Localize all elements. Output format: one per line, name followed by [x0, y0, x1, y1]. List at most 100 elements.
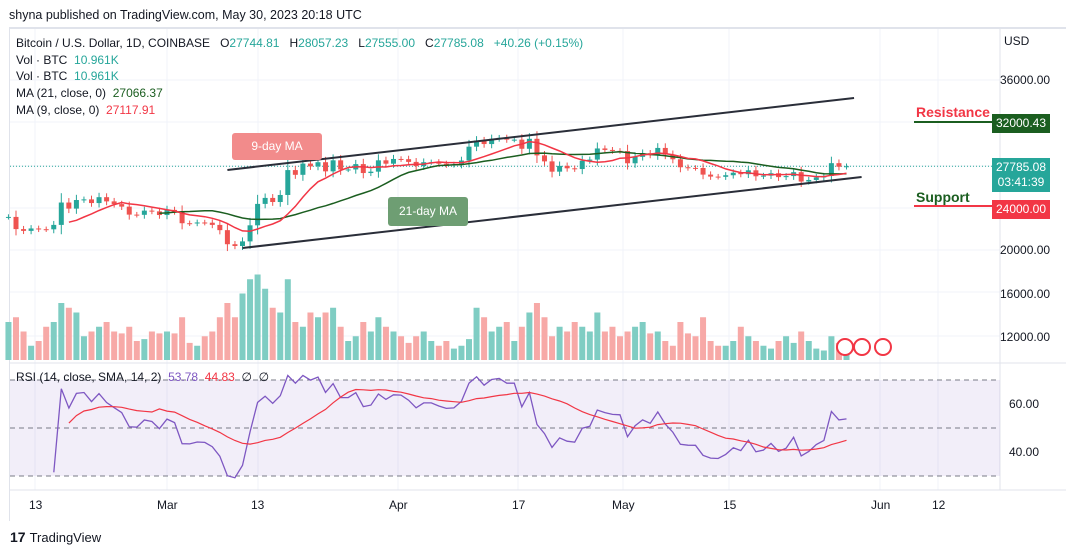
volume-bar	[609, 326, 616, 360]
support-price-tag: 24000.00	[992, 200, 1050, 219]
volume-bar	[745, 336, 752, 360]
volume-bar	[209, 331, 216, 360]
volume-bar	[760, 345, 767, 360]
candle	[194, 222, 200, 224]
candle	[247, 225, 253, 242]
volume-bar	[564, 331, 571, 360]
ma21-label: MA (21, close, 0)	[16, 86, 107, 101]
price-tick: 16000.00	[1000, 287, 1051, 301]
currency-label: USD	[1004, 34, 1030, 48]
change-value: +40.26 (+0.15%)	[493, 36, 584, 50]
high-value: 28057.23	[298, 36, 349, 50]
resistance-price-tag: 32000.43	[992, 114, 1050, 133]
volume-bar	[186, 342, 193, 360]
volume-bar	[775, 341, 782, 360]
volume-bar	[20, 331, 27, 360]
volume-bar	[715, 345, 722, 360]
rsi-line	[53, 374, 847, 479]
ma21-annotation: 21-day MA	[388, 197, 468, 226]
ma9-label: MA (9, close, 0)	[16, 102, 100, 117]
time-tick: 12	[932, 498, 946, 512]
candle	[526, 138, 532, 149]
volume-bar	[677, 322, 684, 360]
candle	[489, 138, 495, 145]
volume-bar	[518, 326, 525, 360]
candle	[557, 165, 563, 172]
candle	[36, 228, 42, 230]
rsi-band-value-2: ∅	[258, 370, 270, 384]
volume-bar	[216, 317, 223, 360]
volume-bar	[337, 326, 344, 360]
candle	[685, 167, 691, 169]
volume-bar	[58, 303, 65, 360]
candle	[323, 162, 329, 172]
time-tick: 15	[723, 498, 737, 512]
chart-frame	[9, 27, 1066, 521]
volume-bar	[692, 336, 699, 360]
volume-bar	[126, 326, 133, 360]
volume-bar	[601, 331, 608, 360]
candle	[255, 203, 261, 226]
volume-bar	[330, 307, 337, 360]
candle	[632, 156, 638, 164]
candle	[572, 168, 578, 170]
volume-bar	[141, 339, 148, 360]
rsi-band-value: ∅	[241, 370, 252, 384]
volume-bar	[315, 317, 321, 360]
rsi-sma-value: 44.83	[204, 370, 235, 384]
volume-bar	[247, 279, 254, 360]
candle	[549, 161, 555, 172]
volume-bar	[466, 339, 472, 360]
candle	[564, 165, 570, 169]
candle	[662, 147, 668, 155]
volume-bar	[586, 331, 593, 360]
volume-bar	[579, 326, 586, 360]
rsi-tick: 40.00	[1009, 445, 1040, 459]
candle	[126, 206, 132, 215]
candle	[240, 241, 245, 247]
candle	[149, 210, 155, 212]
rsi-sma-line	[68, 388, 847, 451]
volume-bar	[654, 331, 661, 360]
candle	[315, 162, 321, 167]
volume-bar	[367, 331, 374, 360]
candle	[104, 197, 110, 202]
close-label: C	[425, 36, 434, 50]
candle	[28, 228, 34, 231]
volume-bar	[722, 345, 729, 360]
candle	[828, 163, 834, 176]
candle	[73, 200, 79, 209]
open-value: 27744.81	[229, 36, 280, 50]
candle	[43, 229, 49, 231]
volume-bar	[352, 336, 359, 360]
volume-label: Vol · BTC	[16, 52, 68, 67]
volume-bar	[43, 326, 50, 360]
resistance-label: Resistance	[916, 104, 990, 120]
rsi-legend: RSI (14, close, SMA, 14, 2) 53.78 44.83 …	[16, 370, 269, 384]
candle	[5, 216, 11, 218]
volume-bar	[73, 312, 80, 360]
close-value: 27785.08	[433, 36, 484, 50]
ma9-value: 27117.91	[106, 102, 156, 117]
volume-value: 10.961K	[74, 52, 119, 67]
volume-bar	[80, 336, 87, 360]
candle	[579, 160, 585, 170]
rsi-tick: 60.00	[1009, 397, 1040, 411]
candle	[836, 163, 842, 167]
candle	[58, 202, 64, 225]
candle	[436, 162, 442, 164]
candle	[134, 214, 140, 216]
volume-bar	[700, 317, 707, 360]
volume-bar	[277, 312, 284, 360]
tradingview-logo: 17 TradingView	[10, 529, 101, 545]
candle	[677, 159, 683, 168]
volume-bar	[201, 336, 208, 360]
volume-bar	[292, 322, 299, 360]
candle	[760, 175, 766, 177]
volume-bar	[805, 341, 812, 360]
volume-bar	[360, 322, 367, 360]
candle	[270, 197, 276, 203]
volume-bar	[156, 333, 163, 360]
volume-bar	[118, 333, 125, 360]
